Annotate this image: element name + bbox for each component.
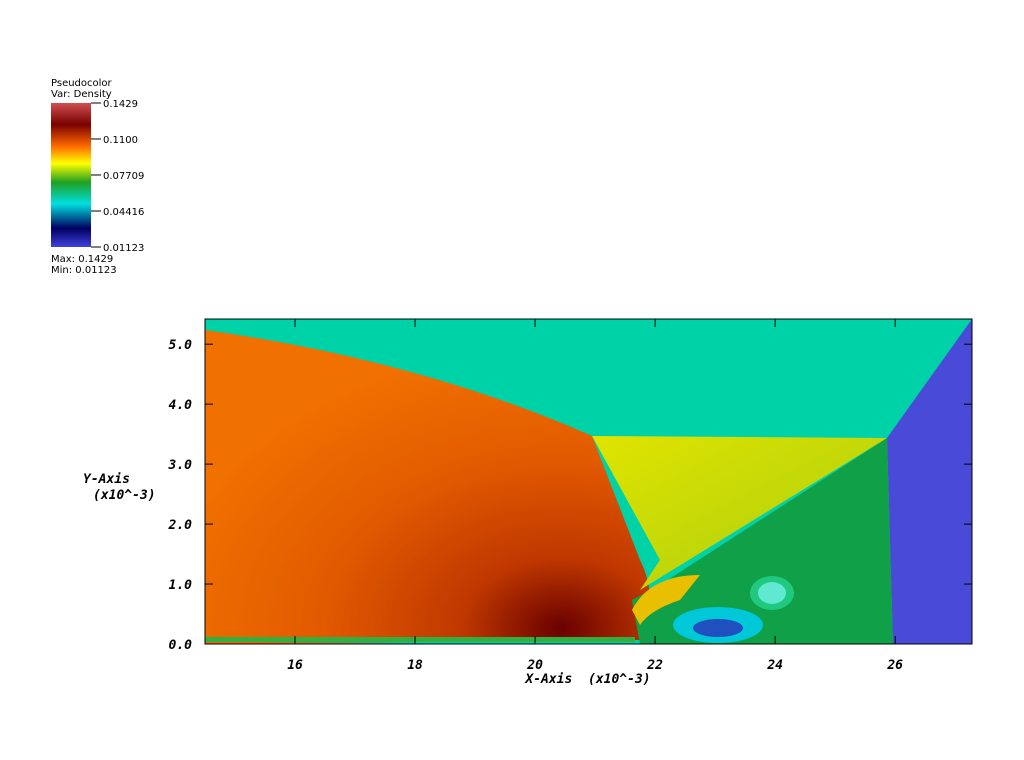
y-axis-unit: (x10^-3) [93, 488, 156, 503]
field-region [592, 436, 887, 590]
legend-max: Max: 0.1429 [51, 254, 113, 265]
colorbar-tick-label: 0.07709 [103, 171, 144, 182]
y-tick-label: 5.0 [169, 338, 193, 353]
colorbar-tick-label: 0.01123 [103, 243, 144, 254]
colorbar [51, 103, 91, 247]
legend-title: Pseudocolor [51, 78, 113, 89]
colorbar-tick-label: 0.1429 [103, 99, 138, 110]
legend-min: Min: 0.01123 [51, 265, 117, 276]
field-region [887, 319, 972, 644]
x-tick-label: 26 [886, 658, 903, 673]
y-tick-label: 3.0 [168, 458, 193, 473]
field [204, 318, 973, 645]
colorbar-tick-label: 0.04416 [103, 207, 144, 218]
y-axis-title: Y-Axis [83, 472, 130, 487]
x-tick-label: 22 [646, 658, 663, 673]
x-tick-label: 16 [287, 658, 303, 673]
plot-frame [204, 318, 973, 645]
field-feature [632, 575, 700, 625]
field-feature [693, 619, 743, 637]
x-tick-label: 24 [766, 658, 783, 673]
legend-variable: Var: Density [51, 89, 112, 100]
field-region [632, 438, 893, 644]
field-feature [205, 637, 635, 642]
y-tick-label: 2.0 [168, 518, 193, 533]
x-axis-title: X-Axis (x10^-3) [524, 672, 650, 687]
y-tick-label: 1.0 [169, 578, 193, 593]
x-tick-label: 18 [407, 658, 423, 673]
field-feature [758, 582, 786, 604]
colorbar-tick-label: 0.1100 [103, 135, 138, 146]
x-tick-label: 20 [526, 658, 543, 673]
y-tick-label: 0.0 [169, 638, 193, 653]
y-tick-label: 4.0 [169, 398, 193, 413]
field-region [205, 330, 650, 644]
